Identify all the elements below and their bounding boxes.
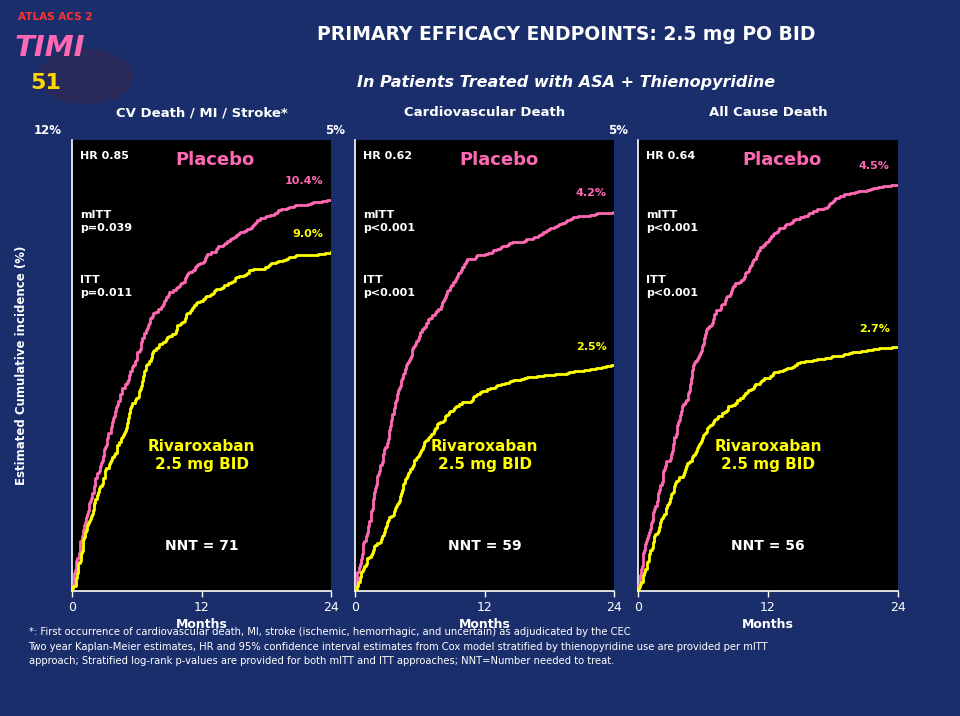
X-axis label: Months: Months [459,619,511,632]
Text: NNT = 56: NNT = 56 [732,538,804,553]
Text: In Patients Treated with ASA + Thienopyridine: In Patients Treated with ASA + Thienopyr… [357,75,776,90]
X-axis label: Months: Months [176,619,228,632]
Text: Rivaroxaban
2.5 mg BID: Rivaroxaban 2.5 mg BID [431,439,539,472]
Text: 4.2%: 4.2% [576,188,607,198]
Text: Placebo: Placebo [459,151,539,169]
Text: 5%: 5% [608,125,628,137]
Text: Placebo: Placebo [176,151,255,169]
Text: Rivaroxaban
2.5 mg BID: Rivaroxaban 2.5 mg BID [148,439,255,472]
Text: PRIMARY EFFICACY ENDPOINTS: 2.5 mg PO BID: PRIMARY EFFICACY ENDPOINTS: 2.5 mg PO BI… [317,25,816,44]
Text: CV Death / MI / Stroke*: CV Death / MI / Stroke* [116,106,287,120]
Text: Rivaroxaban
2.5 mg BID: Rivaroxaban 2.5 mg BID [714,439,822,472]
Text: 4.5%: 4.5% [859,161,890,171]
Text: ITT
p<0.001: ITT p<0.001 [363,275,415,298]
Text: Placebo: Placebo [742,151,822,169]
Text: 2.5%: 2.5% [576,342,607,352]
Text: All Cause Death: All Cause Death [708,106,828,120]
Text: 5%: 5% [324,125,345,137]
Circle shape [38,49,132,104]
Text: HR 0.64: HR 0.64 [646,151,695,161]
Text: mITT
p<0.001: mITT p<0.001 [646,210,698,233]
Text: ATLAS ACS 2: ATLAS ACS 2 [18,12,92,22]
Text: ITT
p=0.011: ITT p=0.011 [80,275,132,298]
Text: NNT = 59: NNT = 59 [448,538,521,553]
Text: HR 0.62: HR 0.62 [363,151,412,161]
Text: NNT = 71: NNT = 71 [165,538,238,553]
Text: 2.7%: 2.7% [859,324,890,334]
Text: 51: 51 [30,72,60,92]
Text: mITT
p=0.039: mITT p=0.039 [80,210,132,233]
Text: 9.0%: 9.0% [293,229,324,239]
Text: HR 0.85: HR 0.85 [80,151,129,161]
Text: ITT
p<0.001: ITT p<0.001 [646,275,698,298]
Text: Cardiovascular Death: Cardiovascular Death [404,106,565,120]
Text: *: First occurrence of cardiovascular death, MI, stroke (ischemic, hemorrhagic, : *: First occurrence of cardiovascular de… [29,626,768,667]
Text: 12%: 12% [34,125,61,137]
X-axis label: Months: Months [742,619,794,632]
Text: 10.4%: 10.4% [285,176,324,186]
Text: Estimated Cumulative incidence (%): Estimated Cumulative incidence (%) [15,246,28,485]
Text: mITT
p<0.001: mITT p<0.001 [363,210,415,233]
Text: TIMI: TIMI [14,34,85,62]
